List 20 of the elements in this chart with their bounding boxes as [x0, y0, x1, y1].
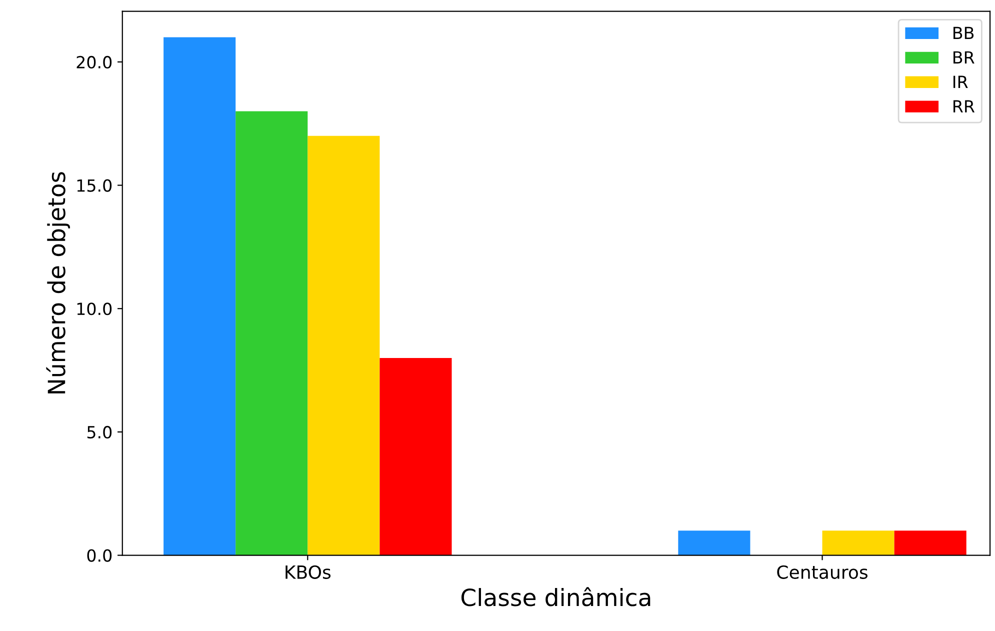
bar: [308, 136, 380, 556]
legend-label: IR: [954, 76, 968, 88]
x-tick-label: KBOs: [286, 565, 331, 579]
y-tick-label: 0.0: [87, 549, 112, 562]
x-tick-label: Centauros: [777, 565, 868, 579]
bar: [822, 530, 894, 556]
y-tick-label: 10.0: [77, 302, 112, 316]
y-tick-label: 15.0: [77, 179, 112, 192]
legend-label: BB: [954, 26, 974, 40]
bar: [678, 530, 750, 556]
legend-label: RR: [954, 100, 975, 112]
x-axis-title: Classe dinâmica: [461, 587, 650, 606]
y-tick-label: 20.0: [76, 56, 112, 68]
y-tick-label: 5.0: [87, 426, 112, 439]
bar: [894, 530, 966, 556]
bar: [164, 37, 236, 556]
legend-label: BR: [954, 51, 974, 64]
bar: [236, 111, 308, 556]
y-axis-title: Número de objetos: [46, 172, 70, 394]
bar: [380, 358, 452, 556]
